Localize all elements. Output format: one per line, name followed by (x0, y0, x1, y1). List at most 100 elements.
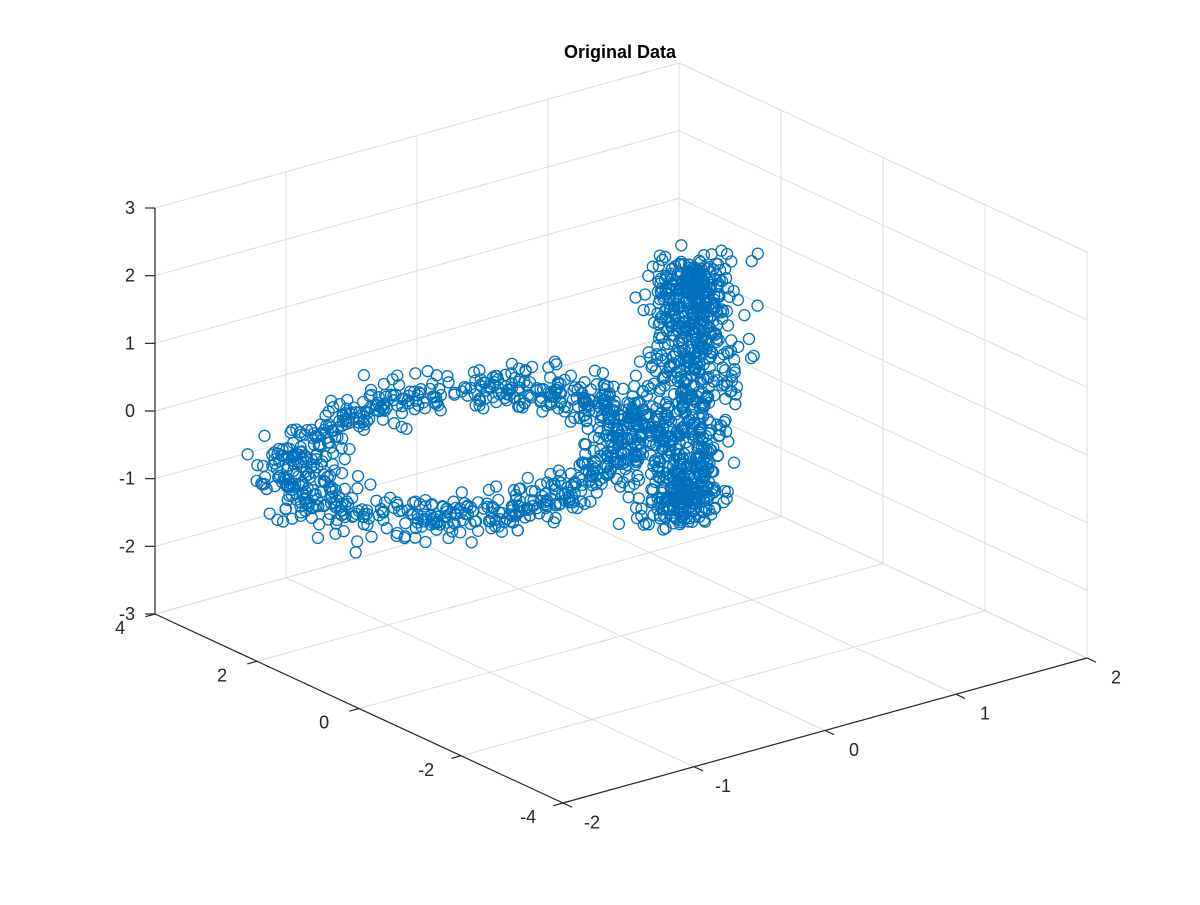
data-point (629, 448, 642, 461)
grid-line-floor-y (460, 610, 986, 757)
data-point (729, 397, 742, 411)
data-point (415, 520, 428, 533)
data-point (628, 379, 641, 393)
data-point (612, 517, 626, 531)
data-point (678, 512, 691, 526)
z-tick-label: 0 (125, 401, 135, 421)
data-point (747, 349, 760, 363)
data-point (677, 486, 690, 500)
data-point (577, 409, 590, 423)
y-tick-label: -4 (520, 807, 536, 827)
data-point (322, 513, 335, 526)
data-point (351, 482, 364, 495)
data-point (473, 399, 486, 412)
data-point (341, 393, 354, 407)
data-point (699, 294, 713, 307)
data-point (393, 505, 406, 518)
data-point (530, 501, 544, 515)
data-point (700, 389, 714, 402)
x-tick-label: -2 (584, 812, 600, 832)
data-point (569, 477, 582, 490)
data-point (653, 470, 666, 483)
data-point (280, 450, 293, 464)
data-point (357, 517, 370, 531)
data-point (573, 459, 586, 472)
data-point (680, 373, 694, 386)
data-point (377, 513, 390, 527)
data-point (568, 487, 581, 500)
data-point (597, 378, 610, 391)
data-point (708, 502, 721, 515)
data-point (682, 324, 696, 337)
data-point (443, 521, 456, 534)
data-point (592, 432, 606, 445)
data-point (712, 333, 725, 346)
data-point (425, 497, 439, 511)
data-point (364, 383, 378, 397)
data-point (683, 461, 696, 475)
data-point (566, 496, 579, 509)
data-point (702, 427, 716, 440)
data-point (554, 469, 568, 482)
data-point (487, 501, 500, 514)
data-point (659, 352, 673, 366)
data-point (263, 507, 276, 520)
data-point (716, 305, 730, 318)
data-point (390, 529, 403, 543)
data-point (715, 303, 728, 316)
y-tick-label: 4 (115, 618, 125, 638)
data-point (471, 496, 485, 509)
data-point (279, 503, 292, 516)
data-point (697, 249, 711, 262)
data-point (687, 322, 701, 336)
x-tick-label: 1 (980, 704, 990, 724)
data-point (714, 419, 728, 432)
data-point (653, 461, 666, 474)
data-point (732, 340, 745, 353)
data-point (700, 444, 713, 457)
data-point (360, 504, 374, 517)
data-point (328, 496, 341, 509)
y-tick (451, 755, 462, 759)
data-point (411, 512, 424, 526)
y-tick-label: 2 (217, 665, 227, 685)
data-point (710, 335, 723, 348)
data-point (377, 398, 390, 411)
data-point (593, 449, 607, 463)
data-point (566, 501, 579, 514)
data-point (442, 531, 455, 545)
chart-title: Original Data (564, 42, 677, 62)
data-point (377, 505, 390, 518)
data-point (666, 334, 679, 348)
data-point (271, 513, 284, 526)
grid-line-floor-y (358, 563, 884, 709)
data-point (720, 345, 734, 358)
data-point (637, 518, 650, 531)
data-point (409, 495, 422, 508)
data-point (541, 510, 554, 523)
y-tick (247, 660, 258, 665)
data-point (421, 365, 434, 378)
data-point (351, 535, 364, 548)
data-point (656, 372, 669, 385)
data-point (567, 384, 580, 397)
data-point (289, 477, 302, 490)
data-point (644, 351, 657, 364)
data-point (564, 369, 578, 382)
data-point (620, 421, 633, 434)
data-point (639, 517, 653, 530)
data-point (335, 441, 348, 455)
data-point (309, 431, 323, 444)
data-point (482, 483, 496, 497)
data-point (426, 377, 439, 390)
data-point (389, 388, 402, 401)
x-tick-label: -1 (715, 776, 731, 796)
x-tick (693, 766, 704, 772)
data-point (630, 455, 643, 469)
data-point (294, 509, 307, 522)
data-point (419, 535, 432, 549)
data-point (722, 435, 735, 448)
data-point (533, 507, 546, 520)
data-point (697, 494, 711, 507)
data-point (681, 494, 694, 507)
